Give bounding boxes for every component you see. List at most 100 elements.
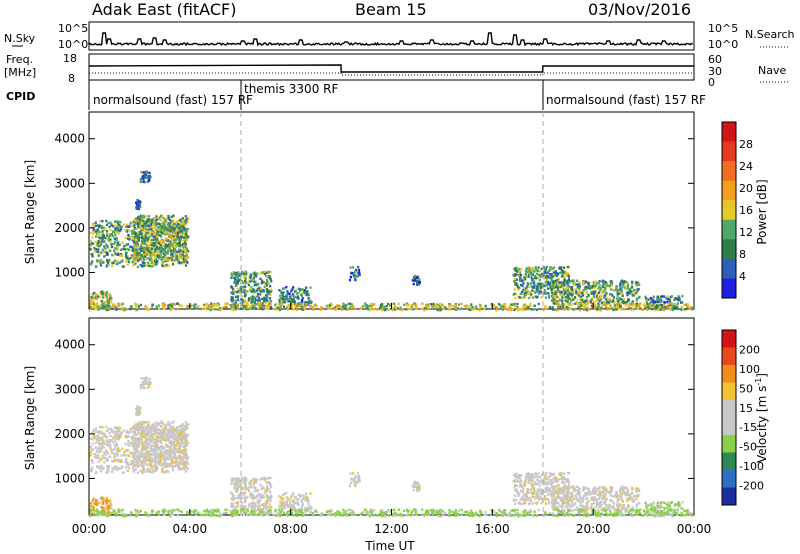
velocity-cell (154, 425, 157, 428)
velocity-cell (164, 428, 168, 431)
velocity-cell (164, 451, 167, 454)
velocity-cell (251, 493, 254, 497)
velocity-cell (257, 507, 260, 510)
power-cell (562, 286, 565, 289)
power-cell (570, 287, 573, 290)
power-cell (264, 283, 267, 287)
power-cell (560, 285, 563, 288)
power-cell (142, 235, 145, 238)
power-cell (369, 308, 372, 312)
power-cell (637, 281, 640, 284)
power-cell (352, 305, 355, 308)
velocity-cell (95, 454, 98, 457)
velocity-cell (167, 422, 170, 426)
power-cell (164, 259, 167, 263)
power-cell (298, 304, 301, 308)
velocity-cell (137, 423, 140, 426)
velocity-cell (93, 509, 96, 512)
power-cell (236, 276, 240, 279)
velocity-cell (155, 449, 158, 452)
power-cell (118, 261, 121, 264)
power-cell (130, 305, 133, 308)
power-cell (605, 298, 608, 301)
nsky-label: N.Sky (4, 32, 36, 45)
power-cell (556, 289, 559, 292)
power-cell (266, 290, 269, 294)
power-cell (420, 307, 423, 310)
power-cell (236, 272, 239, 276)
power-cell (526, 285, 529, 289)
power-cell (567, 303, 570, 307)
velocity-cell (110, 451, 114, 455)
velocity-cell (185, 444, 188, 447)
power-cell (554, 270, 557, 273)
power-cell (99, 292, 102, 295)
power-cell (586, 297, 589, 301)
velocity-cell (183, 453, 186, 456)
velocity-cell (148, 455, 151, 459)
velocity-cell (140, 428, 143, 431)
power-cell (578, 289, 581, 292)
power-cell (125, 223, 129, 227)
velocity-cell (143, 380, 146, 383)
velocity-cell (146, 467, 150, 470)
power-cell (180, 222, 183, 226)
power-cell (135, 305, 138, 308)
velocity-cell (125, 431, 128, 434)
power-cell (599, 287, 602, 290)
power-cell (146, 218, 150, 221)
power-cell (625, 280, 628, 284)
velocity-cell (150, 467, 153, 470)
velocity-cell (169, 447, 172, 450)
power-cell (113, 260, 116, 263)
power-cell (101, 293, 104, 296)
velocity-cell (164, 433, 167, 436)
power-cell (210, 302, 213, 305)
power-cell (417, 280, 420, 284)
power-cell (137, 258, 140, 262)
power-cell (523, 276, 526, 279)
velocity-cell (89, 454, 92, 457)
velocity-cell (110, 503, 113, 506)
power-cell (624, 304, 627, 307)
velocity-cell (156, 456, 159, 459)
power-cell (179, 228, 182, 231)
power-cell (244, 305, 247, 309)
power-cell (143, 222, 146, 225)
power-cell (563, 275, 566, 279)
power-cell (96, 228, 99, 231)
power-cell (174, 250, 177, 253)
power-cell (116, 248, 119, 251)
power-cell (585, 296, 588, 299)
power-cell (154, 260, 157, 264)
velocity-cell (184, 448, 187, 452)
power-cell (173, 246, 176, 249)
power-cell (533, 304, 536, 307)
power-cell (105, 219, 108, 223)
velocity-cell (108, 431, 111, 435)
velocity-cell (139, 469, 142, 473)
power-cell (234, 299, 237, 303)
velocity-cell (164, 439, 167, 442)
power-cell (565, 279, 568, 282)
power-cell (418, 281, 421, 284)
power-cell (616, 297, 619, 300)
power-cell (121, 265, 125, 268)
power-cell (623, 281, 626, 284)
power-cell (171, 237, 174, 240)
power-cell (621, 284, 624, 288)
power-cell (96, 295, 100, 298)
velocity-cell (157, 446, 160, 449)
power-cell (160, 225, 164, 228)
velocity-cell (117, 434, 120, 438)
velocity-cell (136, 462, 139, 465)
power-cell (586, 281, 589, 285)
power-cell (252, 291, 255, 294)
power-cell (143, 246, 146, 249)
power-cell (185, 255, 188, 258)
power-cell (237, 274, 240, 277)
velocity-cell (93, 436, 96, 440)
velocity-cell (230, 478, 233, 482)
power-cell (354, 276, 357, 279)
velocity-cell (139, 424, 142, 427)
